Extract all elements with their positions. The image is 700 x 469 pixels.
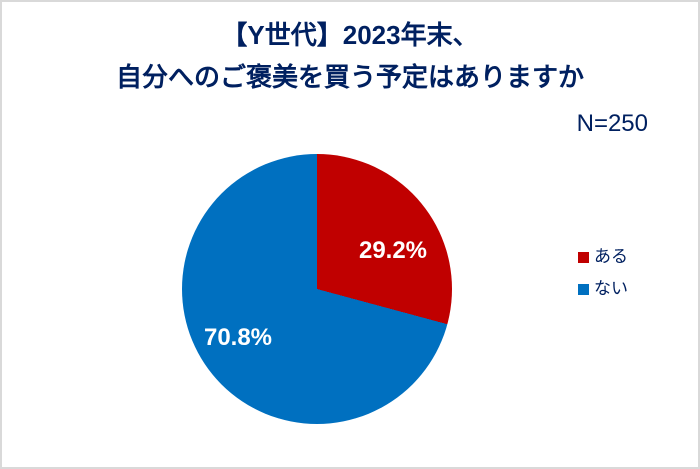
legend-item-aru: ある — [578, 248, 628, 266]
chart-title-line-1: 【Y世代】2023年末、 — [221, 20, 479, 50]
legend-item-nai: ない — [578, 280, 628, 298]
legend-swatch-aru — [578, 251, 589, 263]
legend-label-nai: ない — [594, 279, 628, 298]
legend-label-aru: ある — [594, 247, 628, 266]
legend-swatch-nai — [578, 283, 589, 295]
slice-value-label-aru: 29.2% — [358, 237, 428, 264]
chart-title-line-2: 自分へのご褒美を買う予定はありますか — [115, 62, 584, 92]
sample-size-label: N=250 — [576, 110, 648, 137]
pie-chart: 29.2% 70.8% — [182, 154, 452, 424]
slice-value-label-nai: 70.8% — [203, 324, 273, 351]
chart-title: 【Y世代】2023年末、 自分へのご褒美を買う予定はありますか — [2, 14, 698, 98]
legend: ある ない — [578, 248, 628, 298]
